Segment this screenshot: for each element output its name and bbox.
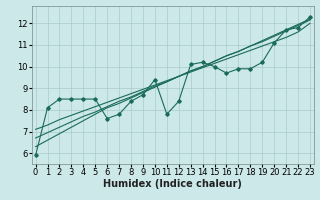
X-axis label: Humidex (Indice chaleur): Humidex (Indice chaleur) xyxy=(103,179,242,189)
